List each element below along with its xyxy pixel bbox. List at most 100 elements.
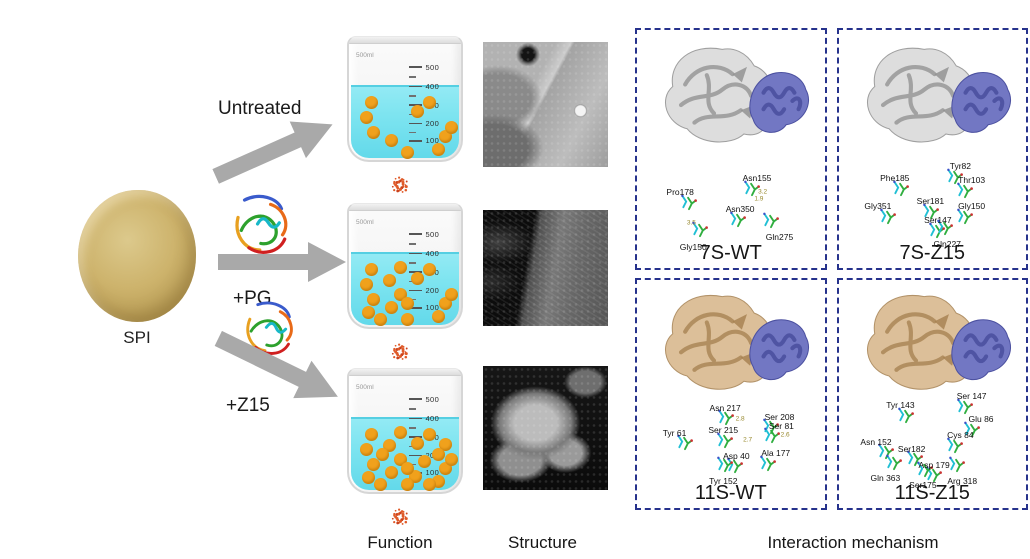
protein-droplet (409, 469, 423, 483)
residue-sticks (680, 194, 699, 216)
residue-label: Ser181 (916, 196, 945, 207)
protein-droplet (366, 125, 380, 139)
residue-label: Glu 86 (968, 414, 994, 425)
residue-sticks (946, 168, 965, 190)
residue-sticks (915, 461, 934, 483)
graduation-tick: 400 (409, 249, 439, 258)
residue-label: Ser182 (897, 443, 926, 454)
graduation-tick: 200 (409, 286, 439, 295)
residue-label: Ser175 (909, 480, 937, 491)
graduation-minor-tick (409, 243, 417, 245)
pg-protein-ribbon-icon (225, 183, 301, 267)
residue-label: Ser 81 (768, 420, 794, 431)
protein-droplet (362, 471, 376, 485)
graduation-minor-tick (409, 262, 417, 264)
protein-droplet (431, 447, 445, 461)
protein-droplet (422, 96, 436, 110)
residue-sticks (729, 211, 748, 233)
aggregate-particle-icon (389, 506, 411, 528)
residue-label: Ala 177 (761, 448, 791, 459)
residue-label: Asn155 (742, 172, 772, 183)
protein-droplet (384, 466, 398, 480)
panel-title: 11S-WT (694, 482, 767, 504)
residue-sticks (906, 450, 925, 472)
protein-droplet (438, 437, 452, 451)
spi-powder-photo (78, 190, 196, 322)
panel-11S-WT: Asn 217 Ser 208 Ser 81 Tyr 61 Ser 215 Asp 40 A… (635, 278, 827, 510)
graduation-minor-tick (409, 408, 417, 410)
residue-label: Tyr 143 (886, 400, 915, 411)
protein-droplet (364, 428, 378, 442)
block-arrow (212, 121, 333, 184)
protein-complex-cartoon (850, 35, 1015, 166)
beaker-volume-label: 500ml (356, 219, 374, 226)
protein-droplet (384, 301, 398, 315)
protein-droplet (393, 452, 407, 466)
residue-sticks (946, 437, 965, 459)
aggregate-particle-icon (389, 174, 411, 196)
beaker-glass: 500ml500400300200100 (347, 36, 463, 162)
protein-droplet (360, 110, 374, 124)
graduation-minor-tick (409, 76, 417, 78)
residue-sticks (963, 421, 982, 443)
sem-image-z15 (483, 366, 608, 490)
beaker-2: 500ml500400300200100 (347, 203, 463, 329)
graduation-tick: 200 (409, 119, 439, 128)
distance-label: 1.9 (754, 195, 764, 203)
protein-droplet (431, 142, 445, 156)
graduation-tick: 500 (409, 230, 439, 239)
protein-droplet (364, 263, 378, 277)
protein-complex-cartoon (648, 285, 813, 410)
residue-label: Asn350 (725, 203, 755, 214)
protein-droplet (445, 452, 459, 466)
residue-sticks (892, 180, 911, 202)
residue-label: Arg 318 (947, 475, 978, 486)
residue-label: Asn 217 (709, 402, 741, 413)
residue-sticks (726, 457, 745, 479)
residue-label: Thr103 (958, 174, 986, 185)
panel-title: 7S-WT (699, 242, 762, 264)
block-arrow (214, 330, 338, 399)
z15-arrow-icon (208, 318, 350, 418)
graduation-tick: 100 (409, 303, 439, 312)
protein-droplet (410, 104, 424, 118)
distance-label: 3.2 (758, 188, 768, 196)
protein-droplet (400, 297, 414, 311)
protein-droplet (422, 263, 436, 277)
protein-droplet (366, 457, 380, 471)
panel-7S-WT: Asn155 Pro178 Asn350 Gln275 Gly150 3.5 3.2 1.9 7… (635, 28, 827, 270)
residue-label: Tyr 61 (662, 427, 687, 438)
interaction-caption: Interaction mechanism (767, 533, 939, 552)
beaker-rim (349, 369, 461, 376)
residue-label: Asp 40 (723, 450, 750, 461)
beaker-1: 500ml500400300200100 (347, 36, 463, 162)
residue-sticks (758, 455, 777, 477)
aggregate-particle-icon (389, 341, 411, 363)
graduation-tick: 400 (409, 414, 439, 423)
spi-label: SPI (123, 328, 151, 347)
graduation-minor-tick (409, 427, 417, 429)
structure-caption: Structure (508, 533, 577, 552)
residue-sticks (947, 456, 966, 478)
graduation-tick: 500 (409, 63, 439, 72)
protein-droplet (364, 96, 378, 110)
residue-sticks (715, 456, 734, 478)
distance-label: 2.6 (780, 431, 790, 439)
residue-label: Tyr 152 (709, 475, 738, 486)
protein-droplet (362, 306, 376, 320)
protein-droplet (445, 287, 459, 301)
residue-label: Ser 147 (956, 391, 987, 402)
beaker-3: 500ml500400300200100 (347, 368, 463, 494)
residue-sticks (897, 407, 916, 429)
protein-droplet (445, 120, 459, 134)
residue-sticks (955, 182, 974, 204)
untreated-label: Untreated (218, 98, 302, 119)
residue-label: Asp 179 (918, 459, 950, 470)
graduation-tick: 500 (409, 395, 439, 404)
residue-label: Ser147 (924, 215, 952, 226)
block-arrow (218, 242, 346, 282)
residue-sticks (743, 180, 762, 202)
residue-sticks (884, 454, 903, 476)
residue-sticks (690, 221, 709, 243)
